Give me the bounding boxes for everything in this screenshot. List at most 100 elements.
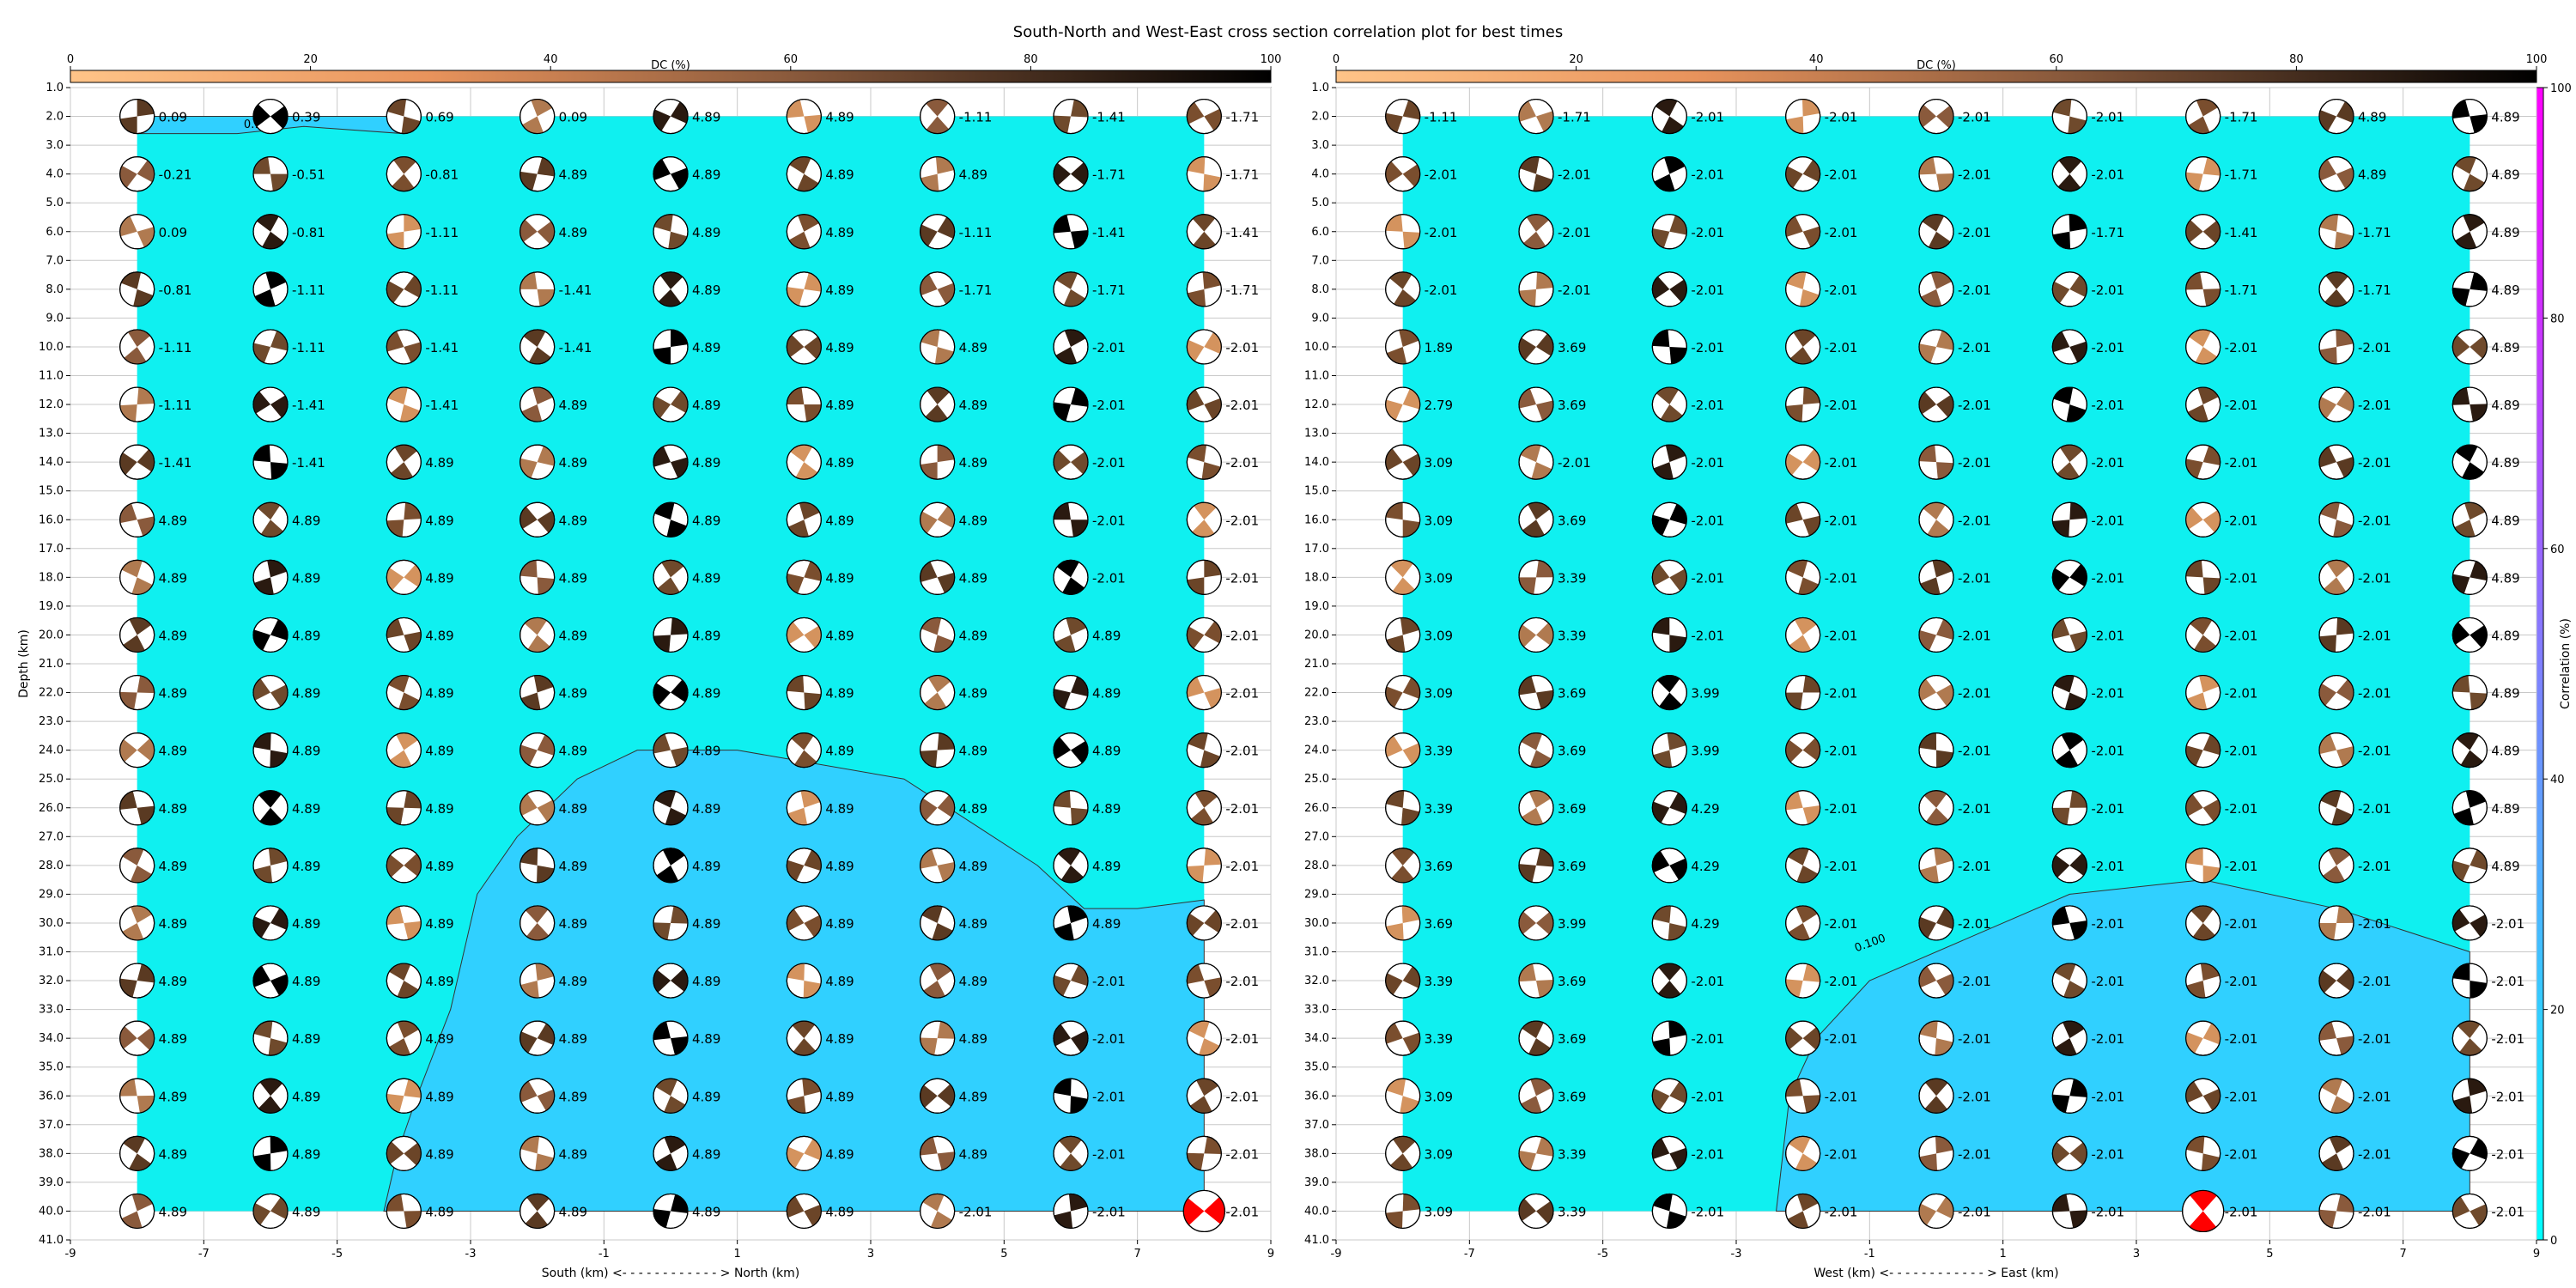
time-shift-label: -2.01 xyxy=(1225,570,1259,586)
beachball-quadrant xyxy=(2318,447,2336,468)
beachball-quadrant xyxy=(1188,445,1207,463)
beachball-quadrant xyxy=(537,221,555,244)
beachball-quadrant xyxy=(404,502,422,520)
beachball-quadrant xyxy=(398,692,420,710)
beachball-border xyxy=(653,1135,689,1171)
beachball-border xyxy=(1385,156,1421,192)
time-shift-label: -1.71 xyxy=(1558,110,1591,125)
beachball-quadrant xyxy=(1923,502,1946,520)
beachball-marker xyxy=(519,386,556,422)
beachball-quadrant xyxy=(1519,624,1536,647)
beachball-quadrant xyxy=(1187,339,1205,361)
beachball-quadrant xyxy=(1536,980,1553,998)
beachball-quadrant xyxy=(2056,750,2079,768)
time-shift-label: 4.89 xyxy=(2491,628,2519,643)
beachball-quadrant xyxy=(653,346,671,364)
beachball-quadrant xyxy=(270,619,289,641)
beachball-quadrant xyxy=(2197,387,2219,405)
time-shift-label: 4.89 xyxy=(692,570,720,586)
beachball-quadrant xyxy=(1385,1023,1403,1044)
beachball-quadrant xyxy=(920,798,938,821)
beachball-quadrant xyxy=(787,100,805,118)
time-shift-label: -2.01 xyxy=(1825,744,1858,759)
beachball-border xyxy=(1918,501,1954,538)
beachball-border xyxy=(1053,501,1089,538)
y-tick-label: 10.0 xyxy=(1304,341,1329,354)
beachball-marker xyxy=(252,617,289,653)
beachball-border xyxy=(119,559,155,595)
beachball-quadrant xyxy=(270,106,289,129)
time-shift-label: -2.01 xyxy=(1092,513,1126,528)
dc-tick-label: 40 xyxy=(1809,53,1824,66)
beachball-marker xyxy=(386,1078,422,1114)
beachball-quadrant xyxy=(2057,173,2081,191)
time-shift-label: -2.01 xyxy=(2358,859,2391,874)
beachball-marker xyxy=(653,214,689,250)
time-shift-label: -2.01 xyxy=(2491,916,2524,932)
beachball-border xyxy=(1186,271,1222,307)
beachball-border xyxy=(920,559,956,595)
beachball-marker xyxy=(2451,732,2488,769)
beachball-quadrant xyxy=(671,1036,688,1055)
beachball-marker xyxy=(2185,790,2221,826)
beachball-quadrant xyxy=(926,116,950,134)
beachball-border xyxy=(1918,674,1954,711)
beachball-marker xyxy=(1785,329,1821,365)
dc-tick-label: 20 xyxy=(1569,53,1583,66)
time-shift-label: 4.89 xyxy=(292,513,320,528)
beachball-border xyxy=(920,156,956,192)
beachball-border xyxy=(119,271,155,307)
beachball-quadrant xyxy=(1187,1152,1205,1171)
beachball-quadrant xyxy=(519,1080,538,1103)
beachball-quadrant xyxy=(804,692,822,710)
beachball-quadrant xyxy=(2069,564,2087,586)
beachball-marker xyxy=(1385,963,1421,999)
beachball-border xyxy=(386,1193,422,1230)
time-shift-label: -2.01 xyxy=(2091,628,2124,643)
beachball-border xyxy=(119,905,155,941)
y-tick-label: 6.0 xyxy=(46,226,64,239)
time-shift-label: 3.09 xyxy=(1425,628,1453,643)
beachball-border xyxy=(519,617,556,653)
beachball-border xyxy=(2185,386,2221,422)
time-shift-label: -2.01 xyxy=(1825,628,1858,643)
beachball-quadrant xyxy=(2452,100,2470,118)
beachball-marker xyxy=(2051,386,2087,422)
beachball-quadrant xyxy=(1802,805,1820,824)
beachball-border xyxy=(252,386,289,422)
beachball-border xyxy=(786,905,822,941)
beachball-border xyxy=(1186,1020,1222,1056)
beachball-border xyxy=(1053,559,1089,595)
beachball-quadrant xyxy=(121,1211,143,1229)
beachball-marker xyxy=(653,732,689,769)
beachball-quadrant xyxy=(389,750,412,768)
time-shift-label: -1.41 xyxy=(425,398,459,413)
beachball-border xyxy=(519,674,556,711)
beachball-quadrant xyxy=(1194,790,1218,808)
time-shift-label: -2.01 xyxy=(1691,283,1724,298)
beachball-border xyxy=(519,848,556,884)
time-shift-label: 4.89 xyxy=(1092,628,1121,643)
beachball-marker xyxy=(1186,905,1222,941)
beachball-quadrant xyxy=(404,342,422,363)
beachball-quadrant xyxy=(253,965,270,987)
time-shift-label: -2.01 xyxy=(1691,1089,1724,1104)
beachball-quadrant xyxy=(1919,1203,1936,1226)
beachball-quadrant xyxy=(1529,750,1552,768)
beachball-quadrant xyxy=(1664,156,1686,174)
beachball-quadrant xyxy=(1802,1095,1820,1113)
beachball-border xyxy=(1785,732,1821,769)
beachball-border xyxy=(119,156,155,192)
time-shift-label: -1.11 xyxy=(959,110,993,125)
beachball-marker xyxy=(519,559,556,595)
beachball-quadrant xyxy=(653,683,671,706)
beachball-border xyxy=(653,1020,689,1056)
beachball-border xyxy=(386,444,422,480)
beachball-marker xyxy=(386,214,422,250)
beachball-quadrant xyxy=(1519,289,1536,307)
beachball-border xyxy=(1785,329,1821,365)
x-tick-label: 5 xyxy=(1000,1248,1007,1261)
x-tick-label: -7 xyxy=(1464,1248,1475,1261)
beachball-quadrant xyxy=(2054,963,2076,981)
beachball-border xyxy=(1918,905,1954,941)
